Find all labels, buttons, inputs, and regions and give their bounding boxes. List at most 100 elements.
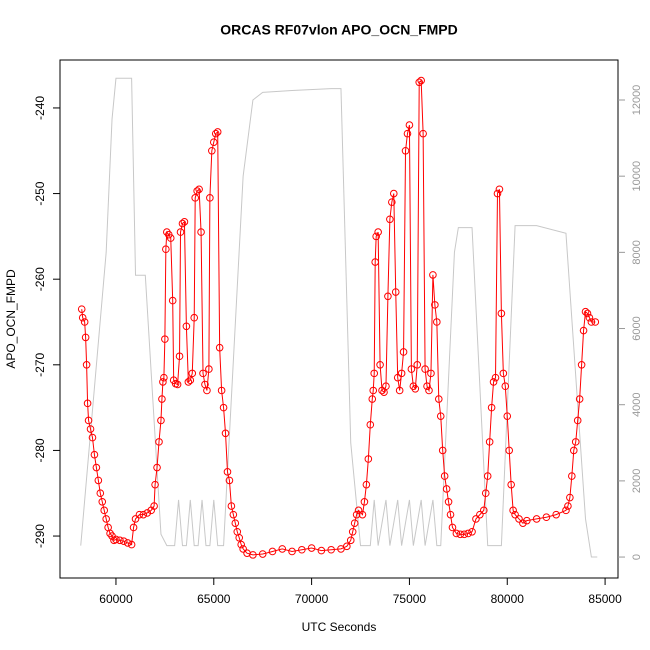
data-point: [131, 515, 140, 523]
data-point: [352, 510, 361, 519]
data-point: [591, 318, 600, 326]
data-point: [78, 313, 87, 322]
data-point: [440, 472, 449, 480]
data-point: [191, 194, 199, 202]
y2-tick-label: 0: [631, 554, 643, 560]
data-point: [481, 489, 490, 498]
data-point: [425, 386, 433, 395]
data-point: [173, 380, 182, 389]
y-axis-label: APO_OCN_FMPD: [4, 269, 18, 369]
data-point: [206, 194, 214, 202]
data-point: [395, 386, 404, 395]
data-point: [372, 232, 380, 241]
data-point: [407, 365, 416, 373]
data-point: [362, 480, 371, 489]
data-point: [573, 416, 582, 425]
data-point: [231, 519, 240, 528]
data-point: [423, 382, 431, 391]
data-point: [509, 506, 517, 515]
data-point: [139, 510, 148, 519]
data-point: [456, 530, 465, 539]
data-point: [151, 480, 159, 489]
data-point: [98, 497, 107, 506]
data-point: [472, 515, 480, 523]
data-point: [371, 258, 379, 266]
y-tick-label: -250: [33, 181, 47, 205]
data-point: [581, 307, 590, 316]
data-point: [153, 463, 161, 472]
data-point: [217, 386, 226, 395]
y2-tick-label: 4000: [631, 392, 643, 416]
data-point: [503, 412, 512, 420]
data-point: [86, 425, 95, 433]
data-point: [388, 198, 396, 206]
data-point: [221, 429, 230, 438]
data-point: [162, 245, 170, 254]
data-point: [327, 545, 335, 554]
data-point: [127, 540, 136, 549]
data-point: [403, 129, 412, 138]
x-tick-label: 60000: [99, 592, 133, 606]
data-point: [184, 378, 193, 386]
data-point: [532, 515, 541, 523]
data-point: [370, 369, 379, 378]
data-point: [579, 326, 588, 335]
data-point: [489, 378, 498, 386]
data-point: [487, 403, 496, 412]
data-point: [83, 399, 92, 408]
data-point: [460, 530, 469, 539]
data-point: [519, 519, 527, 528]
data-point: [429, 271, 437, 279]
data-point: [384, 292, 392, 301]
data-point: [175, 352, 184, 361]
data-point: [368, 395, 377, 403]
data-point: [483, 472, 492, 480]
data-point: [434, 395, 443, 403]
data-point: [401, 146, 410, 155]
data-point: [436, 412, 445, 420]
data-point: [193, 187, 201, 195]
data-point: [143, 509, 152, 517]
data-point: [350, 519, 359, 528]
data-point: [564, 502, 572, 510]
data-point: [180, 218, 189, 226]
data-point: [84, 416, 93, 425]
chart-title: ORCAS RF07vlon APO_OCN_FMPD: [220, 22, 458, 38]
data-point: [209, 138, 218, 146]
x-tick-label: 65000: [197, 592, 231, 606]
data-point: [307, 544, 316, 552]
data-point: [227, 502, 236, 510]
series-line: [80, 77, 598, 558]
data-point: [223, 468, 232, 476]
data-point: [421, 365, 429, 373]
data-point: [135, 510, 144, 519]
data-point: [215, 343, 224, 352]
y2-tick-label: 12000: [631, 85, 643, 116]
data-point: [476, 510, 484, 519]
data-point: [393, 373, 402, 382]
data-point: [203, 386, 211, 395]
data-point: [491, 373, 500, 382]
data-point: [542, 513, 551, 522]
data-point: [225, 476, 234, 485]
data-point: [464, 529, 472, 538]
data-point: [288, 547, 296, 556]
data-point: [391, 288, 400, 296]
data-point: [569, 446, 578, 455]
data-point: [129, 523, 138, 532]
data-point: [358, 510, 367, 519]
data-point: [438, 446, 447, 455]
data-point: [102, 515, 110, 523]
x-tick-label: 80000: [491, 592, 525, 606]
data-point: [119, 537, 128, 545]
data-point: [452, 529, 461, 538]
x-tick-label: 85000: [588, 592, 622, 606]
data-point: [495, 185, 504, 194]
y-tick-label: -280: [33, 438, 47, 462]
data-point: [158, 395, 166, 403]
data-point: [178, 219, 187, 228]
data-point: [229, 510, 238, 519]
data-point: [389, 189, 398, 198]
